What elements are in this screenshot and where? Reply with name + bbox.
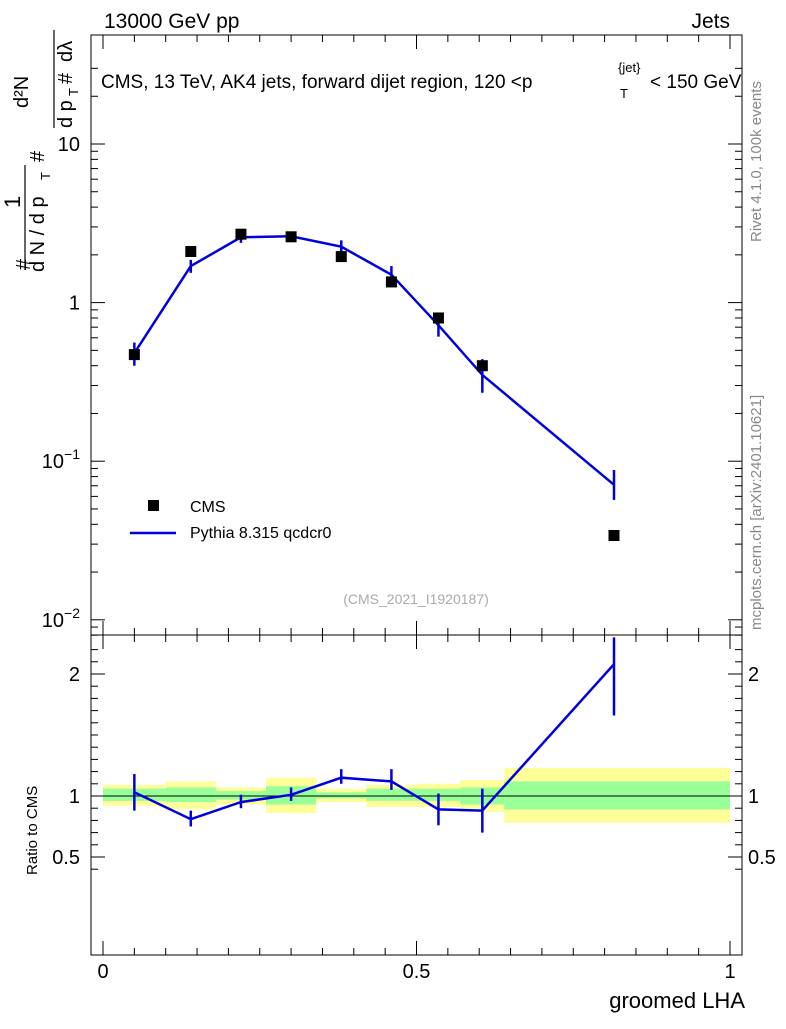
cms-data-point [335,251,347,263]
cms-data-point [185,245,197,257]
legend-cms-marker [148,500,159,511]
mcplots-label: mcplots.cern.ch [arXiv:2401.10621] [748,395,765,630]
ratio-y-tick-label: 0.5 [52,847,80,869]
y-title-hash-2: # [27,150,49,162]
x-axis-title: groomed LHA [609,988,745,1013]
main-y-ticks [91,67,742,636]
rivet-label: Rivet 4.1.0, 100k events [748,81,765,242]
legend: CMS Pythia 8.315 qcdcr0 [130,499,332,542]
mc-series-line [133,235,615,486]
ratio-x-tick-label: 0 [97,961,108,983]
main-y-axis-title: # 1 d N / d p T # d²N d p T # dλ [0,30,81,272]
ratio-x-ticks [102,635,731,955]
ratio-band-inner [316,792,367,799]
ratio-y-tick-labels: 0.5 0.5 1 1 2 2 [52,664,776,869]
y-title-d2n: d²N [11,76,33,108]
cms-data-point [385,276,397,288]
y-title-one: 1 [0,196,25,208]
ratio-band-inner [366,788,417,801]
y-title-sub-t-2: T [66,88,81,96]
cms-data-point [608,530,620,542]
y-title-hash-3: # [55,72,77,84]
ratio-y-tick-label-right: 0.5 [748,847,776,869]
ratio-band-inner [165,787,216,803]
main-y-tick-label: 10 [58,134,80,156]
y-title-hash-1: # [13,258,35,270]
analysis-tag: (CMS_2021_I1920187) [343,591,489,607]
main-y-tick-label: 1 [69,293,80,315]
cms-data-point [285,231,297,243]
category-label: Jets [691,10,730,33]
main-y-tick-labels: 10−2 10−1 1 10 [42,134,80,632]
ratio-plot-area [91,637,742,833]
y-title-sub-t-1: T [38,172,53,180]
ratio-y-tick-label: 2 [69,664,80,686]
y-title-dlambda: dλ [55,41,77,62]
cms-data-point [235,228,247,240]
chart-title: CMS, 13 TeV, AK4 jets, forward dijet reg… [101,72,532,93]
ratio-x-tick-label: 1 [724,961,735,983]
ratio-y-tick-label-right: 1 [748,786,759,808]
ratio-y-tick-label: 1 [69,786,80,808]
chart-title-sub: T [620,86,628,101]
main-plot-area [128,228,620,542]
ratio-panel [90,634,743,956]
ratio-y-ticks [91,649,742,870]
ratio-y-tick-label-right: 2 [748,664,759,686]
main-panel [90,34,743,636]
ratio-x-tick-label: 0.5 [403,961,431,983]
main-frame [90,34,743,636]
legend-mc-label: Pythia 8.315 qcdcr0 [190,525,332,542]
ratio-y-axis-title: Ratio to CMS [24,786,41,875]
cms-data-point [476,360,488,372]
chart-title-sup: {jet} [618,60,641,75]
y-title-dn: d N / d p [27,196,49,272]
legend-cms-label: CMS [190,499,226,516]
main-x-ticks [102,35,731,635]
ratio-band-inner [504,781,730,810]
chart-title-tail: < 150 GeV [650,72,742,93]
ratio-x-tick-labels: 0 0.5 1 [97,961,735,983]
main-y-tick-label: 10−2 [42,605,80,632]
main-y-tick-label: 10−1 [42,446,80,473]
energy-label: 13000 GeV pp [104,10,239,33]
y-title-dpt: d p [55,100,77,128]
cms-data-point [432,312,444,324]
cms-data-point [128,349,140,361]
